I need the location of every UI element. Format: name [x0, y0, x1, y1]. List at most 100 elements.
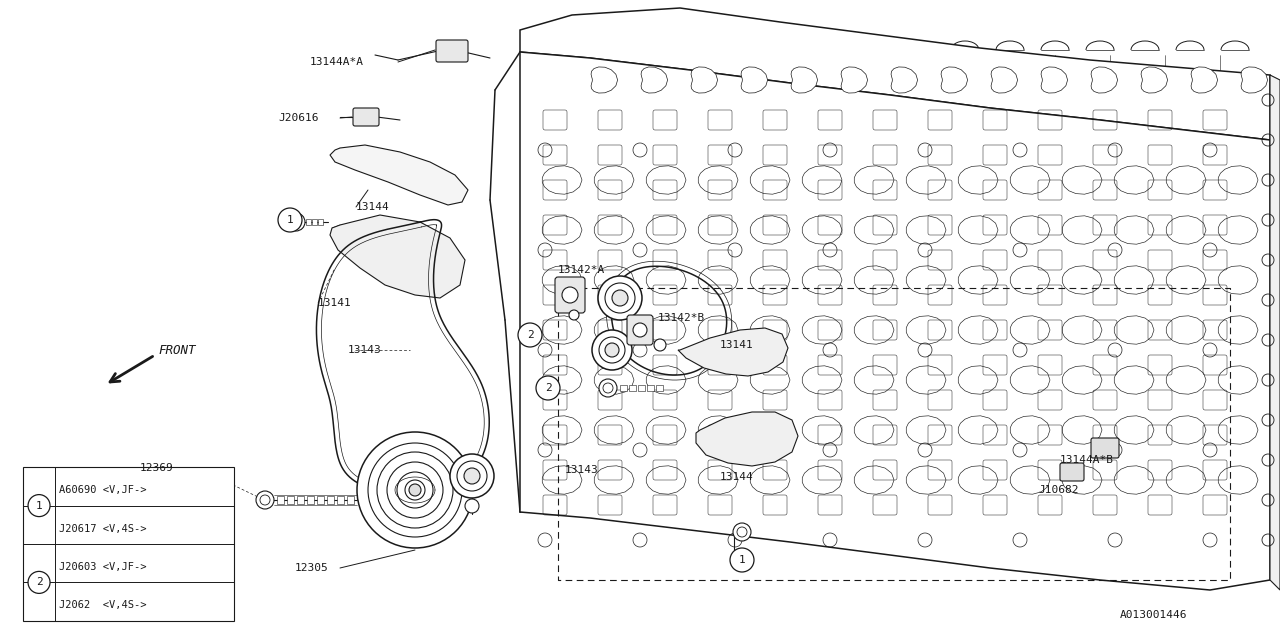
Polygon shape [750, 366, 790, 394]
Polygon shape [1166, 466, 1206, 494]
FancyBboxPatch shape [353, 108, 379, 126]
Polygon shape [803, 416, 842, 444]
Polygon shape [1192, 67, 1217, 93]
Circle shape [570, 310, 579, 320]
FancyBboxPatch shape [1060, 463, 1084, 481]
Polygon shape [803, 316, 842, 344]
FancyBboxPatch shape [627, 315, 653, 345]
Text: 2: 2 [526, 330, 534, 340]
Polygon shape [696, 412, 797, 466]
Polygon shape [520, 52, 1270, 590]
Polygon shape [1010, 366, 1050, 394]
Circle shape [28, 572, 50, 593]
Text: J10682: J10682 [1038, 485, 1079, 495]
Polygon shape [854, 466, 893, 494]
Polygon shape [959, 366, 998, 394]
Circle shape [256, 491, 274, 509]
Text: 1: 1 [287, 215, 293, 225]
Polygon shape [750, 266, 790, 294]
Polygon shape [678, 328, 788, 376]
Circle shape [730, 548, 754, 572]
Polygon shape [959, 466, 998, 494]
Circle shape [562, 287, 579, 303]
Polygon shape [854, 216, 893, 244]
Polygon shape [594, 366, 634, 394]
Polygon shape [854, 366, 893, 394]
Polygon shape [854, 316, 893, 344]
Circle shape [634, 323, 646, 337]
Polygon shape [699, 316, 739, 344]
Polygon shape [1062, 216, 1102, 244]
Polygon shape [1010, 416, 1050, 444]
Polygon shape [1062, 316, 1102, 344]
Polygon shape [1115, 366, 1155, 394]
Polygon shape [1041, 67, 1068, 93]
Text: J20617 <V,4S->: J20617 <V,4S-> [59, 524, 146, 534]
Polygon shape [1062, 416, 1102, 444]
Bar [287, 496, 294, 504]
Text: A013001446: A013001446 [1120, 610, 1188, 620]
Polygon shape [543, 466, 582, 494]
Circle shape [654, 339, 666, 351]
Polygon shape [1270, 75, 1280, 590]
Text: 13144: 13144 [356, 202, 389, 212]
Polygon shape [906, 166, 946, 194]
Polygon shape [750, 216, 790, 244]
Polygon shape [1010, 216, 1050, 244]
Circle shape [404, 480, 425, 500]
Text: 1: 1 [739, 555, 745, 565]
Polygon shape [646, 216, 686, 244]
Polygon shape [1010, 266, 1050, 294]
Polygon shape [959, 416, 998, 444]
Circle shape [465, 468, 480, 484]
Polygon shape [543, 216, 582, 244]
Bar [628, 385, 636, 391]
Polygon shape [330, 145, 468, 205]
Text: A60690 <V,JF->: A60690 <V,JF-> [59, 485, 146, 495]
Polygon shape [1140, 67, 1167, 93]
Polygon shape [543, 166, 582, 194]
Polygon shape [1115, 316, 1155, 344]
Polygon shape [891, 67, 918, 93]
Polygon shape [641, 67, 668, 93]
Text: 13141: 13141 [719, 340, 754, 350]
Polygon shape [959, 316, 998, 344]
Polygon shape [906, 316, 946, 344]
Polygon shape [1166, 216, 1206, 244]
Polygon shape [741, 67, 768, 93]
Polygon shape [543, 266, 582, 294]
Bar [306, 219, 311, 225]
Text: 2: 2 [36, 577, 42, 588]
Polygon shape [1219, 166, 1258, 194]
Polygon shape [1219, 216, 1258, 244]
Polygon shape [803, 216, 842, 244]
Circle shape [278, 208, 302, 232]
Circle shape [598, 276, 643, 320]
Polygon shape [1115, 216, 1155, 244]
Polygon shape [594, 466, 634, 494]
Bar [297, 496, 305, 504]
Polygon shape [1219, 366, 1258, 394]
Polygon shape [1115, 416, 1155, 444]
Circle shape [591, 330, 632, 370]
Polygon shape [750, 416, 790, 444]
Polygon shape [1010, 166, 1050, 194]
Polygon shape [699, 266, 739, 294]
Polygon shape [791, 67, 818, 93]
Polygon shape [594, 216, 634, 244]
Polygon shape [646, 166, 686, 194]
Polygon shape [699, 366, 739, 394]
Text: 13142*B: 13142*B [658, 313, 705, 323]
Polygon shape [594, 166, 634, 194]
Text: 13143: 13143 [564, 465, 599, 475]
Polygon shape [854, 266, 893, 294]
Circle shape [536, 376, 561, 400]
Circle shape [451, 454, 494, 498]
Polygon shape [1062, 366, 1102, 394]
Text: J2062  <V,4S->: J2062 <V,4S-> [59, 600, 146, 611]
Polygon shape [959, 216, 998, 244]
Polygon shape [906, 266, 946, 294]
Polygon shape [750, 316, 790, 344]
Polygon shape [594, 416, 634, 444]
Circle shape [287, 213, 305, 231]
